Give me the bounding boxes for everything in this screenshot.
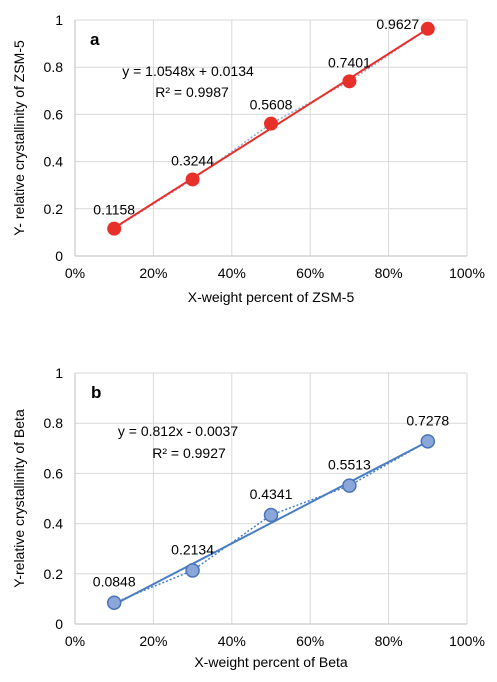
- beta-trendline: [113, 440, 429, 606]
- beta-y-axis-title: Y-relative crystallinity of Beta: [11, 409, 27, 588]
- beta-data-point: [342, 478, 357, 493]
- zsm5-data-point: [264, 116, 278, 131]
- chart-beta-svg: 0% 20% 40% 60% 80% 100% 0 0.2 0.4 0.6 0.8 1 X-weight…: [11, 365, 485, 670]
- beta-data-label: 0.7278: [406, 412, 449, 428]
- beta-y-tick-label: 0.8: [44, 415, 64, 431]
- zsm5-data-point: [420, 21, 435, 36]
- beta-data-label: 0.4341: [250, 486, 293, 502]
- beta-data-point: [263, 507, 279, 523]
- beta-y-tick-label: 0: [55, 616, 63, 632]
- beta-x-tick-label: 40%: [218, 633, 246, 649]
- zsm5-y-tick-label: 1: [55, 12, 63, 28]
- zsm5-x-tick-label: 80%: [375, 265, 403, 281]
- beta-y-tick-label: 0.6: [44, 465, 64, 481]
- zsm5-data-label: 0.5608: [250, 97, 293, 113]
- beta-panel-label: b: [91, 383, 101, 402]
- zsm5-x-axis-title: X-weight percent of ZSM-5: [188, 289, 355, 305]
- zsm5-data-point: [185, 172, 200, 187]
- beta-data-point: [420, 434, 436, 449]
- chart-zsm5: 0% 20% 40% 60% 80% 100% 0 0.2 0.4 0.6 0.8 1 X-weight…: [0, 0, 497, 330]
- beta-x-tick-label: 0%: [65, 633, 85, 649]
- zsm5-y-tick-label: 0.4: [44, 154, 64, 170]
- zsm5-y-tick-label: 0.8: [44, 59, 64, 75]
- beta-x-tick-label: 60%: [296, 633, 324, 649]
- beta-x-tick-label: 100%: [449, 633, 485, 649]
- beta-x-axis-title: X-weight percent of Beta: [194, 654, 348, 670]
- zsm5-x-tick-label: 100%: [449, 265, 485, 281]
- zsm5-x-tick-label: 20%: [139, 265, 167, 281]
- zsm5-x-tick-label: 60%: [296, 265, 324, 281]
- beta-r-squared: R² = 0.9927: [152, 445, 226, 461]
- zsm5-x-tick-label: 40%: [218, 265, 246, 281]
- beta-data-point: [106, 595, 122, 610]
- beta-data-point: [185, 563, 200, 578]
- zsm5-panel-label: a: [90, 30, 100, 49]
- beta-data-label: 0.0848: [93, 574, 136, 590]
- zsm5-y-axis-title: Y- relative crystallinity of ZSM-5: [11, 40, 27, 236]
- zsm5-data-point: [342, 74, 357, 89]
- zsm5-trendline-equation: y = 1.0548x + 0.0134: [122, 63, 254, 79]
- zsm5-y-tick-label: 0.2: [44, 201, 64, 217]
- beta-data-label: 0.2134: [171, 541, 214, 557]
- zsm5-x-tick-label: 0%: [65, 265, 85, 281]
- chart-zsm5-svg: 0% 20% 40% 60% 80% 100% 0 0.2 0.4 0.6 0.8 1 X-weight…: [11, 12, 485, 305]
- zsm5-data-point: [107, 221, 122, 236]
- zsm5-data-label: 0.7401: [328, 54, 371, 70]
- chart-beta: 0% 20% 40% 60% 80% 100% 0 0.2 0.4 0.6 0.8 1 X-weight…: [0, 352, 497, 682]
- zsm5-r-squared: R² = 0.9987: [155, 84, 229, 100]
- zsm5-data-label: 0.3244: [171, 152, 214, 168]
- zsm5-y-tick-label: 0.6: [44, 106, 64, 122]
- beta-data-label: 0.5513: [328, 457, 371, 473]
- beta-y-tick-label: 0.4: [44, 516, 64, 532]
- zsm5-y-tick-label: 0: [55, 248, 63, 264]
- beta-y-tick-label: 1: [55, 365, 63, 381]
- beta-x-tick-label: 20%: [139, 633, 167, 649]
- beta-x-tick-label: 80%: [375, 633, 403, 649]
- beta-trendline-equation: y = 0.812x - 0.0037: [118, 423, 238, 439]
- zsm5-data-label: 0.1158: [93, 202, 135, 218]
- zsm5-data-label: 0.9627: [376, 16, 419, 32]
- beta-y-tick-label: 0.2: [44, 566, 64, 582]
